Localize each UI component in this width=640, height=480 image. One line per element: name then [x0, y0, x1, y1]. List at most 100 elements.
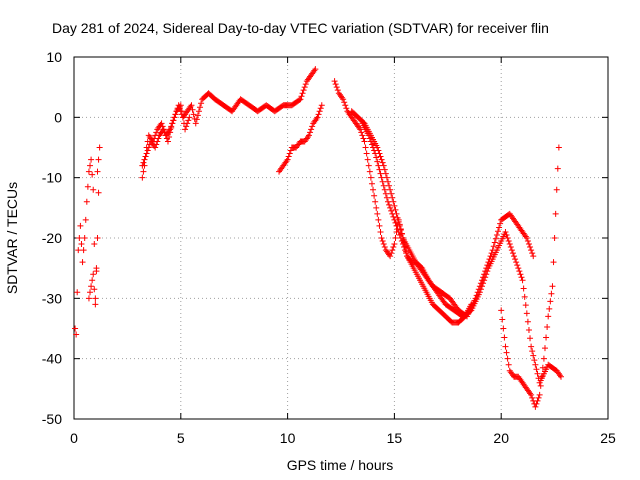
data-point	[483, 265, 490, 272]
data-point	[90, 271, 97, 278]
data-point	[383, 174, 390, 181]
data-point	[505, 238, 512, 245]
data-point	[284, 156, 291, 163]
data-point	[317, 105, 324, 112]
data-point	[525, 327, 532, 334]
data-point	[489, 247, 496, 254]
data-point	[476, 283, 483, 290]
data-point	[547, 298, 554, 305]
data-point	[530, 352, 537, 359]
data-point	[535, 394, 542, 401]
data-point	[185, 117, 192, 124]
data-point	[503, 231, 510, 238]
data-point	[168, 124, 175, 131]
data-point	[182, 126, 189, 133]
data-point	[312, 66, 319, 73]
data-point	[87, 162, 94, 169]
data-point	[380, 162, 387, 169]
data-point	[89, 277, 96, 284]
data-point	[396, 231, 403, 238]
data-point	[91, 241, 98, 248]
data-point	[473, 292, 480, 299]
data-point	[88, 156, 95, 163]
data-point	[379, 178, 386, 185]
data-point	[193, 116, 200, 123]
data-point	[171, 114, 178, 121]
data-point	[551, 235, 558, 241]
data-point	[388, 250, 395, 257]
data-point	[305, 132, 312, 139]
data-point	[390, 213, 397, 220]
data-point	[365, 162, 372, 169]
data-point	[94, 235, 101, 241]
data-point	[516, 268, 523, 275]
data-point	[79, 259, 86, 266]
data-point	[368, 180, 375, 187]
data-point	[367, 138, 374, 145]
y-tick-label: -40	[42, 351, 62, 367]
data-point	[399, 241, 406, 248]
data-point	[192, 120, 199, 127]
data-point	[539, 364, 546, 371]
data-point	[528, 391, 535, 398]
data-point	[480, 274, 487, 281]
data-point	[377, 153, 384, 160]
data-point	[537, 382, 544, 389]
data-point	[155, 135, 162, 142]
data-point	[89, 171, 96, 178]
data-point	[536, 391, 543, 398]
data-point	[78, 241, 85, 248]
data-point	[92, 301, 99, 308]
data-point	[534, 397, 541, 404]
data-point	[553, 186, 560, 193]
data-point	[139, 162, 146, 169]
data-point	[529, 348, 536, 355]
chart-title: Day 281 of 2024, Sidereal Day-to-day VTE…	[52, 20, 549, 36]
data-point	[387, 186, 394, 193]
data-point	[72, 325, 79, 332]
data-point	[144, 147, 151, 154]
data-point	[523, 310, 530, 317]
data-point	[167, 129, 174, 136]
data-point	[364, 156, 371, 163]
data-point	[172, 111, 179, 118]
data-point	[96, 144, 103, 151]
data-point	[395, 218, 402, 225]
data-point	[494, 228, 501, 235]
data-point	[362, 144, 369, 151]
data-point	[375, 162, 382, 169]
data-point	[140, 159, 147, 166]
data-point	[296, 96, 303, 103]
data-point	[76, 235, 83, 241]
data-point	[532, 361, 539, 368]
data-point	[316, 108, 323, 115]
data-point	[394, 225, 401, 232]
data-point	[386, 182, 393, 189]
data-point	[541, 345, 548, 352]
data-point	[139, 174, 146, 181]
data-point	[513, 259, 520, 266]
data-point	[491, 239, 498, 246]
data-point	[83, 198, 90, 205]
data-point	[398, 238, 405, 245]
data-point	[92, 295, 99, 302]
series-track-c	[139, 66, 319, 181]
x-tick-label: 10	[280, 430, 296, 446]
data-point	[189, 106, 196, 113]
data-point	[531, 357, 538, 364]
data-point	[93, 268, 100, 275]
data-point	[300, 87, 307, 94]
data-point	[359, 132, 366, 139]
x-tick-label: 0	[70, 430, 78, 446]
data-point	[504, 235, 511, 241]
data-point	[527, 335, 534, 342]
data-point	[286, 150, 293, 157]
data-point	[543, 334, 550, 341]
data-point	[152, 144, 159, 151]
data-point	[552, 210, 559, 217]
data-point	[379, 159, 386, 166]
data-point	[370, 186, 377, 193]
data-point	[80, 247, 87, 254]
data-point	[314, 114, 321, 121]
data-point	[527, 244, 534, 251]
